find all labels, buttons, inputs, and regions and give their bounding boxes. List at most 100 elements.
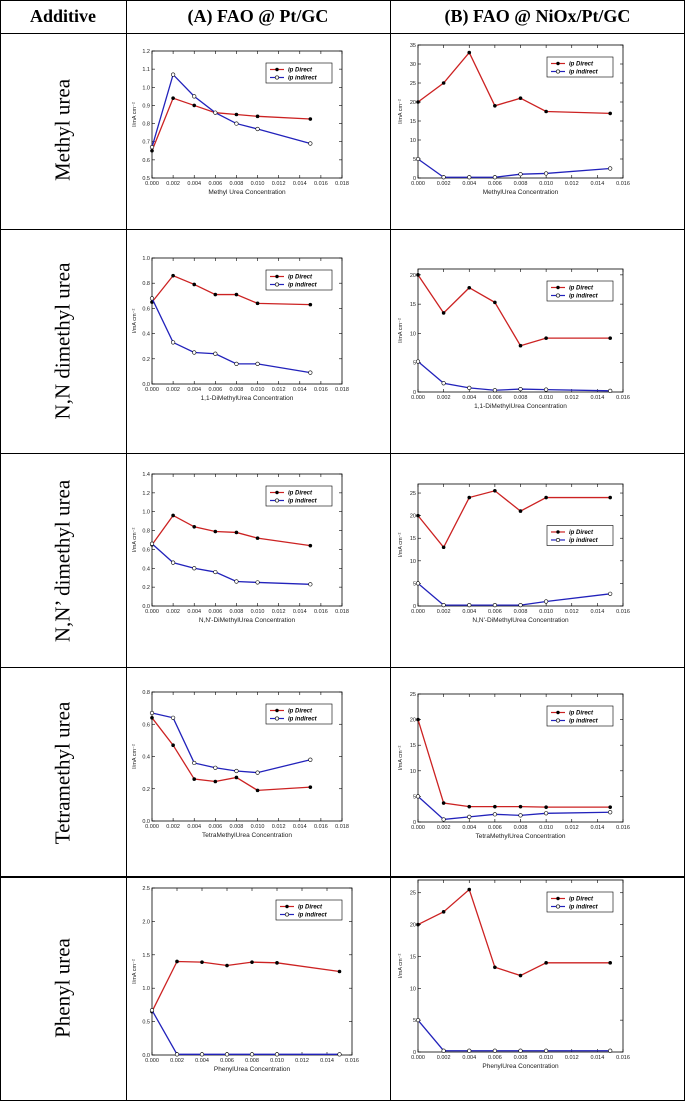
legend-label: ip indirect	[288, 283, 318, 289]
point-indirect	[492, 175, 497, 180]
point-direct	[416, 273, 420, 277]
x-tick-label: 0.002	[437, 1055, 451, 1061]
header-additive: Additive	[29, 6, 96, 26]
x-tick-label: 0.014	[590, 1055, 604, 1061]
point-indirect	[467, 175, 472, 180]
x-tick-label: 0.016	[345, 1058, 359, 1064]
point-direct	[308, 543, 313, 548]
series-line-indirect	[151, 298, 311, 374]
point-indirect	[467, 602, 472, 608]
x-tick-label: 0.010	[539, 609, 553, 615]
y-axis-label: I/mA cm⁻²	[132, 309, 138, 334]
point-indirect	[255, 361, 260, 366]
y-tick-label: 0.8	[142, 690, 150, 696]
legend-label: ip Direct	[569, 897, 594, 903]
y-tick-label: 0.4	[142, 332, 150, 338]
point-indirect	[255, 770, 260, 775]
point-direct	[192, 525, 197, 529]
point-direct	[416, 922, 420, 927]
y-axis-label: I/mA cm⁻²	[398, 318, 404, 343]
legend: ip Direct ip indirect	[265, 703, 333, 725]
legend-label: ip Direct	[569, 62, 594, 68]
x-tick-label: 0.010	[539, 181, 553, 187]
point-indirect	[608, 810, 613, 815]
legend-marker	[274, 716, 279, 721]
series-line-indirect	[151, 1009, 340, 1055]
y-tick-label: 0	[413, 390, 416, 396]
point-direct	[192, 282, 197, 287]
point-direct	[544, 961, 548, 965]
point-indirect	[492, 812, 497, 817]
x-axis-label: TetraMethylUrea Concentration	[202, 832, 292, 839]
point-direct	[493, 965, 497, 970]
point-direct	[234, 530, 239, 535]
point-direct	[467, 50, 472, 55]
point-direct	[255, 788, 260, 793]
x-tick-label: 0.002	[437, 395, 451, 401]
chart-3-B: 0.000 0.002 0.004 0.006 0.008 0.010 0.012 0.014…	[398, 692, 630, 840]
point-indirect	[249, 1052, 255, 1057]
y-tick-label: 5	[413, 581, 416, 587]
point-direct	[467, 804, 472, 809]
point-direct	[234, 292, 239, 297]
x-tick-label: 0.012	[565, 825, 579, 831]
x-tick-label: 0.014	[590, 609, 604, 615]
x-tick-label: 0.004	[462, 825, 476, 831]
x-tick-label: 0.002	[166, 181, 180, 187]
y-tick-label: 5	[413, 361, 416, 367]
x-tick-label: 0.004	[187, 824, 201, 830]
x-axis-label: 1,1-DiMethylUrea Concentration	[201, 395, 294, 402]
point-direct	[518, 509, 523, 513]
x-tick-label: 0.008	[514, 609, 528, 615]
point-indirect	[274, 1052, 280, 1057]
y-tick-label: 10	[410, 769, 416, 775]
y-tick-label: 0.9	[142, 103, 150, 109]
x-tick-label: 0.008	[514, 825, 528, 831]
point-direct	[171, 743, 175, 748]
x-tick-label: 0.008	[230, 609, 244, 615]
point-direct	[518, 804, 523, 809]
legend-label: ip indirect	[288, 717, 318, 723]
point-indirect	[234, 768, 239, 774]
point-direct	[416, 513, 420, 518]
point-indirect	[544, 387, 549, 392]
point-direct	[493, 804, 497, 809]
point-indirect	[441, 602, 446, 608]
x-tick-label: 0.004	[195, 1058, 209, 1064]
legend-marker	[285, 904, 289, 909]
series-line-direct	[417, 719, 611, 808]
y-tick-label: 0.8	[142, 529, 150, 535]
point-indirect	[415, 581, 421, 586]
point-indirect	[415, 794, 421, 799]
x-axis-label: PhenylUrea Concentration	[214, 1066, 291, 1073]
legend-label: ip indirect	[569, 294, 599, 300]
point-indirect	[149, 541, 155, 546]
y-tick-label: 1.0	[142, 510, 150, 516]
series-line-indirect	[417, 361, 611, 392]
point-direct	[213, 292, 218, 297]
point-direct	[255, 114, 260, 119]
legend-marker	[556, 896, 560, 901]
legend-label: ip Direct	[569, 530, 594, 536]
x-tick-label: 0.010	[270, 1058, 284, 1064]
x-tick-label: 0.012	[295, 1058, 309, 1064]
x-tick-label: 0.002	[437, 609, 451, 615]
x-tick-label: 0.016	[314, 181, 328, 187]
point-direct	[518, 973, 523, 978]
x-tick-label: 0.016	[616, 395, 630, 401]
y-tick-label: 10	[410, 138, 416, 144]
legend-label: ip Direct	[569, 286, 594, 292]
series-line-indirect	[417, 795, 611, 821]
legend: ip Direct ip indirect	[546, 56, 614, 78]
series-line-indirect	[151, 543, 311, 585]
point-direct	[250, 960, 254, 964]
x-tick-label: 0.012	[272, 181, 286, 187]
point-direct	[192, 777, 197, 781]
point-direct	[493, 104, 497, 108]
legend-label: ip indirect	[569, 719, 599, 725]
chart-0-A: 0.000 0.002 0.004 0.006 0.008 0.010 0.012 0.014…	[132, 49, 349, 196]
y-tick-label: 1.2	[142, 491, 150, 497]
point-direct	[493, 488, 497, 493]
x-tick-label: 0.016	[314, 387, 328, 393]
x-tick-label: 0.008	[514, 1055, 528, 1061]
